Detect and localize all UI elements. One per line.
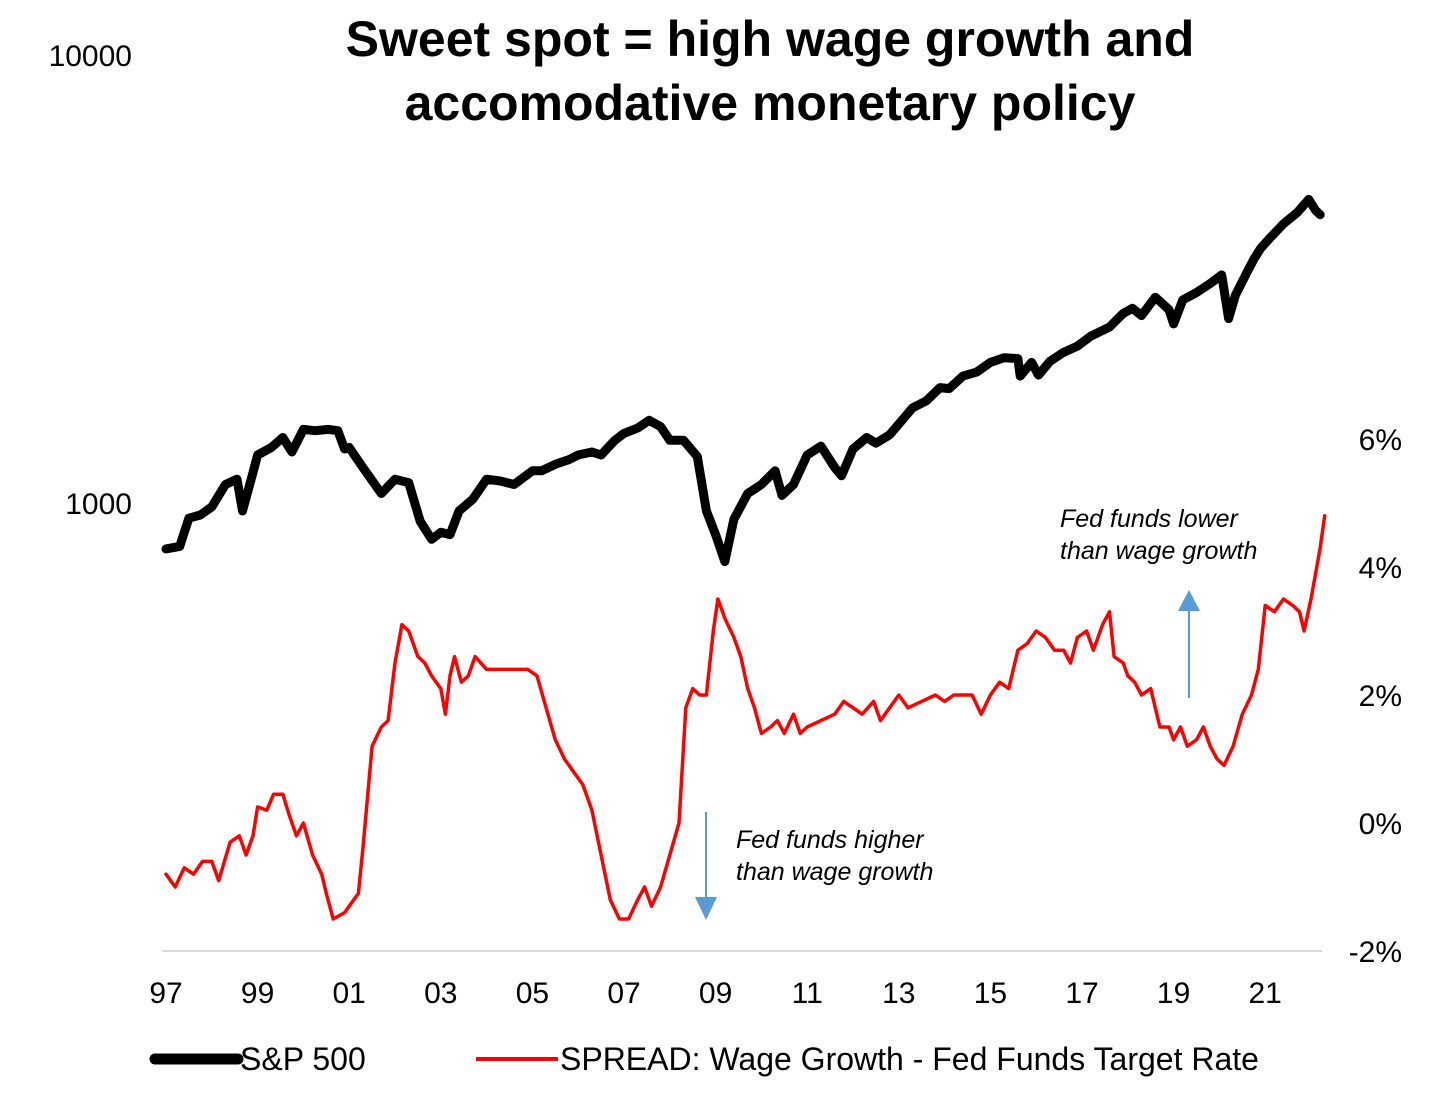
annotation-lower: Fed funds lower than wage growth — [1060, 505, 1257, 698]
left-tick-label: 10000 — [49, 40, 132, 73]
x-tick-label: 11 — [792, 977, 823, 1010]
series-lines — [161, 194, 1327, 921]
up-arrow-icon — [1178, 590, 1200, 611]
annotation-lower-line-1: Fed funds lower — [1060, 505, 1240, 533]
x-tick-label: 01 — [333, 977, 366, 1010]
chart-title-line-1: Sweet spot = high wage growth and — [346, 11, 1195, 67]
x-tick-label: 05 — [516, 977, 549, 1010]
legend-label-sp500: S&P 500 — [240, 1041, 366, 1077]
legend-label-spread: SPREAD: Wage Growth - Fed Funds Target R… — [560, 1041, 1259, 1077]
right-axis-ticks: 6% 4% 2% 0% -2% — [1349, 424, 1402, 969]
annotation-lower-line-2: than wage growth — [1060, 537, 1257, 565]
x-tick-label: 21 — [1249, 977, 1282, 1010]
right-tick-label: -2% — [1349, 936, 1402, 969]
annotation-higher: Fed funds higher than wage growth — [695, 812, 933, 920]
x-tick-label: 15 — [974, 977, 1007, 1010]
x-tick-label: 03 — [424, 977, 457, 1010]
right-tick-label: 4% — [1359, 552, 1402, 585]
right-tick-label: 0% — [1359, 808, 1402, 841]
right-tick-label: 2% — [1359, 680, 1402, 713]
chart-title-line-2: accomodative monetary policy — [405, 75, 1136, 131]
x-axis-ticks: 97 99 01 03 05 07 09 11 13 15 17 19 21 — [149, 977, 1282, 1010]
x-tick-label: 17 — [1065, 977, 1098, 1010]
sp500-series-line — [161, 194, 1325, 567]
legend: S&P 500 SPREAD: Wage Growth - Fed Funds … — [149, 1041, 1259, 1077]
left-axis-ticks: 10000 1000 — [49, 40, 132, 521]
right-tick-label: 6% — [1359, 424, 1402, 457]
left-tick-label: 1000 — [65, 488, 132, 521]
x-tick-label: 97 — [149, 977, 182, 1010]
annotation-higher-line-1: Fed funds higher — [736, 826, 925, 854]
annotation-higher-line-2: than wage growth — [736, 858, 933, 886]
x-tick-label: 19 — [1157, 977, 1190, 1010]
x-tick-label: 09 — [699, 977, 732, 1010]
down-arrow-icon — [695, 897, 717, 920]
x-tick-label: 99 — [241, 977, 274, 1010]
x-tick-label: 07 — [607, 977, 640, 1010]
x-tick-label: 13 — [882, 977, 915, 1010]
spread-series-line — [164, 514, 1327, 921]
